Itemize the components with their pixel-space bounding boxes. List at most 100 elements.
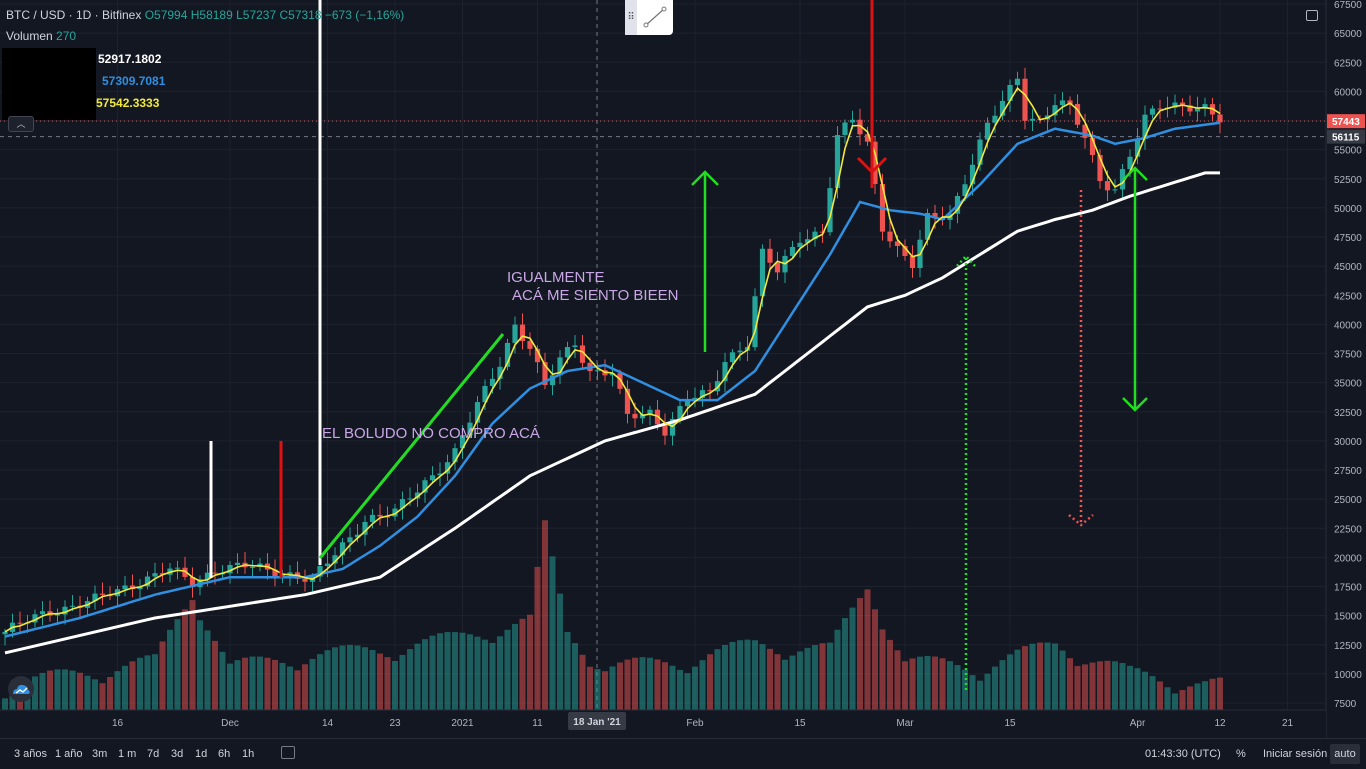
candle-body <box>332 555 338 564</box>
volume-bar <box>234 660 241 710</box>
user-drawings <box>209 0 1148 690</box>
volume-bar <box>512 623 518 710</box>
candle-body <box>144 576 151 587</box>
candle-body <box>377 514 383 517</box>
candle-body <box>774 262 781 273</box>
volume-bar <box>1029 643 1036 710</box>
volume-bar <box>812 645 818 710</box>
price-tick-label: 15000 <box>1334 612 1362 623</box>
candle-body <box>1179 102 1186 106</box>
candle-body <box>234 562 241 565</box>
candle-body <box>1194 107 1201 112</box>
volume-bar <box>1127 665 1133 710</box>
volume-legend: Volumen 270 <box>6 29 76 43</box>
candle-body <box>1089 137 1096 156</box>
volume-bar <box>1074 666 1081 710</box>
drag-handle-icon[interactable]: ⠿ <box>625 0 637 35</box>
candle-body <box>872 141 878 185</box>
volume-bar <box>369 650 376 710</box>
volume-bar <box>227 663 233 710</box>
symbol-title[interactable]: BTC / USD · 1D · Bitfinex <box>6 8 142 22</box>
green-double-arrow <box>1122 166 1148 412</box>
candle-body <box>152 573 158 577</box>
crosshair-price-label: 56115 <box>1332 133 1360 144</box>
candle-body <box>1082 124 1088 138</box>
price-tick-label: 12500 <box>1334 641 1362 652</box>
timeframe-1[interactable]: 1 año <box>55 748 83 760</box>
timeframe-6[interactable]: 1d <box>195 748 208 760</box>
volume-bar <box>557 593 563 710</box>
volume-bar <box>767 648 773 710</box>
timeframe-0[interactable]: 3 años <box>14 748 48 760</box>
drawing-toolbar[interactable]: ⠿ <box>625 0 673 35</box>
candle-body <box>609 373 616 376</box>
timeframe-3[interactable]: 1 m <box>118 748 137 760</box>
percent-toggle[interactable]: % <box>1236 748 1246 760</box>
volume-bar <box>1104 660 1111 710</box>
volume-bar <box>842 618 848 710</box>
candle-body <box>849 119 856 123</box>
calendar-icon[interactable] <box>281 746 295 759</box>
candle-body <box>1172 102 1178 108</box>
volume-bar <box>99 683 106 710</box>
volume-bar <box>827 642 833 710</box>
volume-bar <box>1164 687 1171 710</box>
volume-bar <box>1157 681 1163 710</box>
volume-bar <box>9 692 16 710</box>
volume-bar <box>654 659 661 710</box>
price-chart[interactable]: 7500 10000 12500 15000 17500 20000 22500 25000 2… <box>0 0 1366 738</box>
timeframe-8[interactable]: 1h <box>242 748 255 760</box>
volume-bar <box>219 651 226 710</box>
timeframe-5[interactable]: 3d <box>171 748 184 760</box>
candle-body <box>962 184 968 197</box>
time-axis-background <box>0 710 1326 738</box>
candle-body <box>1029 118 1036 121</box>
timeframe-4[interactable]: 7d <box>147 748 160 760</box>
ma-blue-line <box>4 121 1221 638</box>
collapse-legend-button[interactable]: ︿ <box>8 116 34 132</box>
volume-bar <box>887 639 893 710</box>
candle-body <box>1149 108 1156 115</box>
cloud-logo-icon <box>13 684 30 694</box>
volume-bar <box>1187 686 1193 710</box>
login-link[interactable]: Iniciar sesión <box>1263 748 1328 760</box>
volume-bar <box>992 666 998 710</box>
candle-body <box>542 362 548 386</box>
timeframe-2[interactable]: 3m <box>92 748 108 760</box>
volume-bar <box>287 666 293 710</box>
timeframe-7[interactable]: 6h <box>218 748 231 760</box>
auto-scale-toggle[interactable]: auto <box>1330 744 1360 764</box>
candle-body <box>444 462 451 474</box>
candle-body <box>977 139 983 165</box>
volume-bar <box>54 669 61 710</box>
volume-bar <box>152 654 158 710</box>
volume-bar <box>1082 664 1088 710</box>
volume-bar <box>924 655 931 710</box>
green-dotted-up-arrow <box>956 254 976 690</box>
screenshot-icon[interactable] <box>1306 10 1318 21</box>
trend-line-icon[interactable] <box>643 6 667 28</box>
volume-bar <box>69 670 76 710</box>
volume-bar <box>632 657 638 710</box>
tradingview-logo[interactable] <box>8 676 34 702</box>
green-trend-line <box>318 333 505 559</box>
candle-body <box>842 122 848 136</box>
price-tick-label: 10000 <box>1334 670 1362 681</box>
candle-body <box>437 473 443 476</box>
candle-body <box>212 572 218 574</box>
price-tick-label: 65000 <box>1334 29 1362 40</box>
volume-bar <box>662 662 668 710</box>
clock[interactable]: 01:43:30 (UTC) <box>1145 748 1221 760</box>
candle-body <box>819 231 826 233</box>
price-tick-label: 45000 <box>1334 262 1362 273</box>
candle-body <box>812 231 818 240</box>
volume-bar <box>407 649 413 710</box>
price-tick-label: 35000 <box>1334 379 1362 390</box>
time-tick-label: Mar <box>896 718 914 729</box>
candle-body <box>909 255 916 269</box>
volume-bar <box>879 629 886 710</box>
candle-body <box>549 375 556 386</box>
volume-bar <box>864 589 871 710</box>
volume-bar <box>1142 671 1148 710</box>
volume-bar <box>1134 668 1141 710</box>
